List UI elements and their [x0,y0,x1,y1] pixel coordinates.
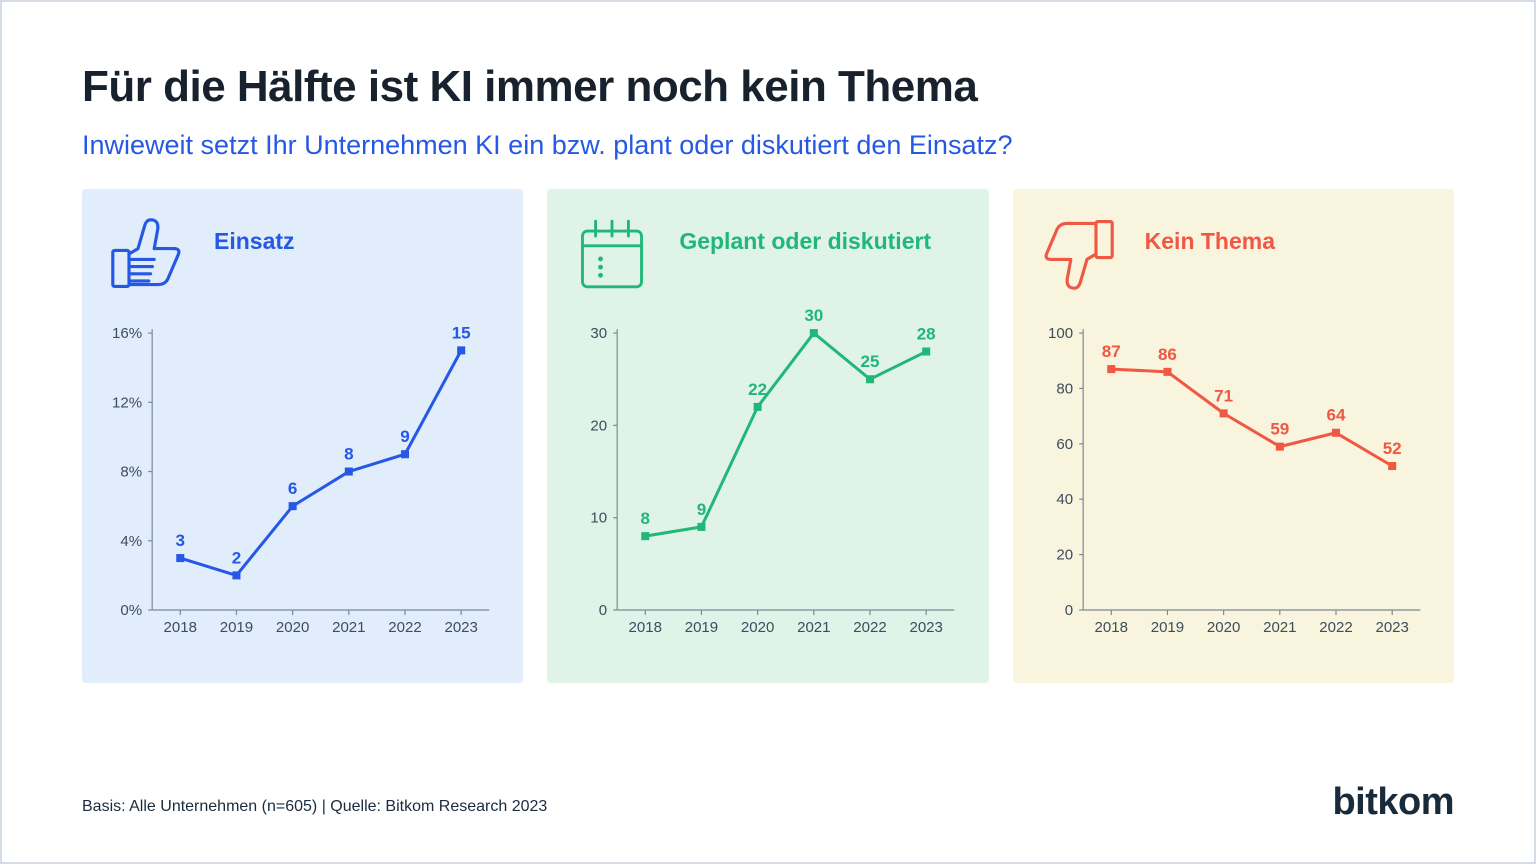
svg-text:52: 52 [1382,439,1401,458]
svg-text:2020: 2020 [741,619,774,636]
svg-text:2023: 2023 [910,619,943,636]
svg-text:87: 87 [1101,342,1120,361]
svg-text:30: 30 [805,309,824,325]
svg-text:2023: 2023 [444,619,477,636]
svg-text:3: 3 [176,531,185,550]
svg-text:6: 6 [288,479,297,498]
svg-text:4%: 4% [120,533,142,550]
svg-text:8: 8 [641,509,650,528]
svg-text:2018: 2018 [164,619,197,636]
svg-text:64: 64 [1326,406,1345,425]
svg-text:0: 0 [1064,602,1072,619]
svg-text:2019: 2019 [220,619,253,636]
svg-text:71: 71 [1214,386,1233,405]
svg-text:2021: 2021 [797,619,830,636]
svg-text:2020: 2020 [1207,619,1240,636]
svg-text:80: 80 [1056,380,1073,397]
svg-text:2022: 2022 [388,619,421,636]
svg-text:2018: 2018 [629,619,662,636]
panel-title-einsatz: Einsatz [214,209,295,256]
svg-text:2022: 2022 [1319,619,1352,636]
page-subtitle: Inwieweit setzt Ihr Unternehmen KI ein b… [82,130,1454,161]
chart-geplant: 0 10 20 30 2018 2019 2020 2021 2022 2023 8 9 22 30 25 2… [567,309,968,655]
svg-text:10: 10 [591,510,608,527]
svg-text:2021: 2021 [332,619,365,636]
thumbs-up-icon [102,209,192,299]
svg-text:30: 30 [591,325,608,342]
svg-text:40: 40 [1056,491,1073,508]
svg-text:0: 0 [599,602,607,619]
chart-einsatz: 0% 4% 8% 12% 16% 2018 2019 2020 2021 2022 2023 3 2 6 8… [102,309,503,655]
panel-kein-thema: Kein Thema 0 20 40 60 80 100 2018 2019 2020 2021 2… [1013,189,1454,683]
svg-text:22: 22 [748,380,767,399]
panel-title-geplant: Geplant oder diskutiert [679,209,931,256]
svg-text:0%: 0% [120,602,142,619]
panel-title-kein-thema: Kein Thema [1145,209,1275,256]
svg-text:20: 20 [591,417,608,434]
svg-text:9: 9 [697,500,706,519]
svg-text:60: 60 [1056,436,1073,453]
svg-text:100: 100 [1048,325,1073,342]
svg-text:15: 15 [452,323,471,342]
svg-text:2019: 2019 [685,619,718,636]
svg-text:16%: 16% [112,325,142,342]
svg-text:28: 28 [917,325,936,344]
svg-text:59: 59 [1270,420,1289,439]
svg-text:8: 8 [344,444,353,463]
calendar-icon [567,209,657,299]
svg-text:2021: 2021 [1263,619,1296,636]
chart-kein-thema: 0 20 40 60 80 100 2018 2019 2020 2021 2022 2023 87 86… [1033,309,1434,655]
svg-text:2022: 2022 [854,619,887,636]
thumbs-down-icon [1033,209,1123,299]
svg-text:2018: 2018 [1094,619,1127,636]
panel-geplant: Geplant oder diskutiert 0 10 20 30 2018 2019 2… [547,189,988,683]
svg-text:2: 2 [232,548,241,567]
svg-text:25: 25 [861,352,880,371]
footer-note: Basis: Alle Unternehmen (n=605) | Quelle… [82,798,547,816]
svg-text:2019: 2019 [1150,619,1183,636]
svg-text:8%: 8% [120,464,142,481]
brand-logo: bitkom [1332,781,1454,824]
panel-einsatz: Einsatz 0% 4% 8% 12% 16% 2018 2019 2020 2021 2022… [82,189,523,683]
svg-text:20: 20 [1056,547,1073,564]
svg-text:9: 9 [400,427,409,446]
panels-row: Einsatz 0%4%8%12%16%20182019202020212022… [82,189,1454,683]
svg-text:2020: 2020 [276,619,309,636]
svg-text:86: 86 [1158,345,1177,364]
svg-text:12%: 12% [112,394,142,411]
page-title: Für die Hälfte ist KI immer noch kein Th… [82,62,1454,112]
svg-text:2023: 2023 [1375,619,1408,636]
